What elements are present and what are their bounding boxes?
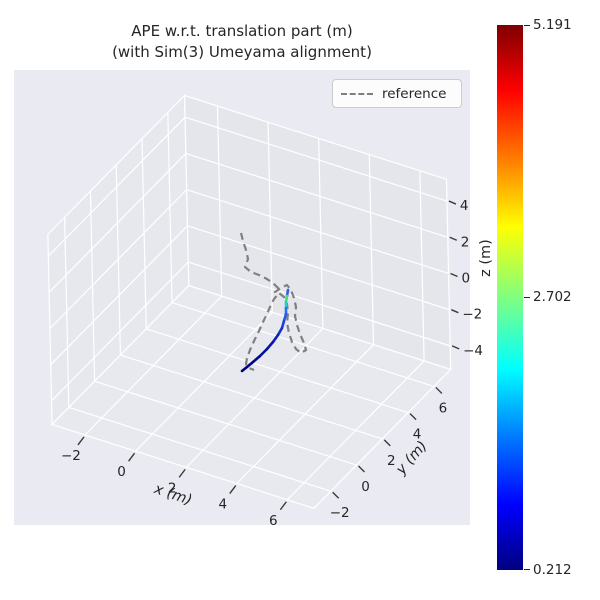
z-tick-label: 2	[461, 234, 470, 250]
grid-y-floor	[146, 328, 409, 414]
grid-z-left	[49, 189, 188, 329]
x-tick	[178, 468, 186, 478]
z-tick-label: 4	[460, 198, 469, 214]
grid-y-wall	[64, 217, 70, 408]
z-tick-label: −2	[462, 307, 482, 323]
grid-z-right	[188, 261, 451, 347]
y-tick	[435, 386, 443, 394]
colorbar-tick-max	[524, 25, 530, 26]
colorbar-label-min: 0.212	[533, 562, 572, 578]
plot-title: APE w.r.t. translation part (m) (with Si…	[14, 21, 470, 63]
x-tick-label: −2	[61, 448, 81, 464]
y-tick-label: 6	[439, 400, 448, 416]
grid-y-wall	[89, 191, 96, 382]
z-tick	[448, 200, 457, 205]
colorbar	[497, 25, 523, 570]
colorbar-tick-mid	[524, 297, 530, 298]
grid-z-left	[48, 153, 187, 293]
grid-x-wall	[267, 122, 273, 313]
estimate-trajectory-segment	[245, 360, 255, 369]
x-tick-label: 0	[117, 464, 126, 480]
x-tick	[127, 452, 136, 462]
x-tick-label: 4	[218, 497, 227, 513]
z-tick-label: −4	[463, 343, 483, 359]
grid-z-left	[51, 261, 189, 402]
legend-label: reference	[382, 85, 447, 102]
grid-y-floor	[171, 302, 435, 388]
grid-z-right	[185, 152, 448, 238]
grid-x-wall	[216, 106, 223, 297]
grid-y-wall	[167, 112, 173, 303]
x-tick	[229, 485, 237, 494]
grid-x-wall	[419, 170, 425, 361]
z-tick	[451, 309, 459, 314]
x-tick-label: 2	[168, 480, 177, 496]
estimate-trajectory-segment	[276, 326, 284, 337]
grid-x-wall	[318, 138, 324, 329]
x-tick	[77, 436, 85, 446]
grid-y-wall	[115, 164, 122, 356]
colorbar-label-max: 5.191	[533, 17, 572, 33]
grid-z-right	[186, 189, 449, 275]
y-tick-label: 2	[387, 453, 396, 469]
colorbar-tick-min	[524, 569, 530, 570]
plot-title-line2: (with Sim(3) Umeyama alignment)	[112, 43, 372, 61]
x-tick-label: 6	[269, 513, 278, 529]
plot-title-line1: APE w.r.t. translation part (m)	[131, 22, 353, 40]
colorbar-label-mid: 2.702	[533, 289, 572, 305]
grid-z-right	[184, 116, 448, 202]
reference-trajectory	[239, 232, 308, 372]
z-tick	[450, 272, 458, 278]
estimate-trajectory-segment	[240, 365, 249, 373]
estimate-trajectory-segment	[271, 333, 280, 344]
y-tick-label: 4	[413, 427, 422, 443]
y-tick	[383, 439, 391, 447]
y-tick-label: −2	[330, 505, 350, 521]
y-tick	[409, 413, 417, 421]
grid-z-right	[187, 225, 450, 311]
y-tick	[357, 465, 365, 473]
y-tick	[332, 491, 340, 499]
z-tick	[449, 236, 458, 241]
grid-y-wall	[141, 138, 147, 329]
y-tick-label: 0	[361, 479, 370, 495]
grid-y-floor	[68, 406, 331, 492]
grid-z-left	[47, 116, 186, 257]
z-tick-label: 0	[462, 270, 471, 286]
legend: reference	[332, 79, 462, 108]
x-tick	[279, 501, 287, 511]
reference-dashed-line-swatch	[341, 92, 373, 95]
estimate-trajectory-segment	[265, 340, 275, 351]
grid-x-wall	[368, 154, 375, 345]
z-axis-label: z (m)	[478, 239, 494, 277]
grid-y-floor	[94, 380, 357, 466]
z-tick	[451, 345, 460, 350]
estimate-trajectory-segment	[251, 354, 262, 364]
grid-z-left	[50, 225, 188, 366]
estimate-trajectory-segment	[258, 347, 269, 358]
grid-y-floor	[120, 354, 383, 440]
